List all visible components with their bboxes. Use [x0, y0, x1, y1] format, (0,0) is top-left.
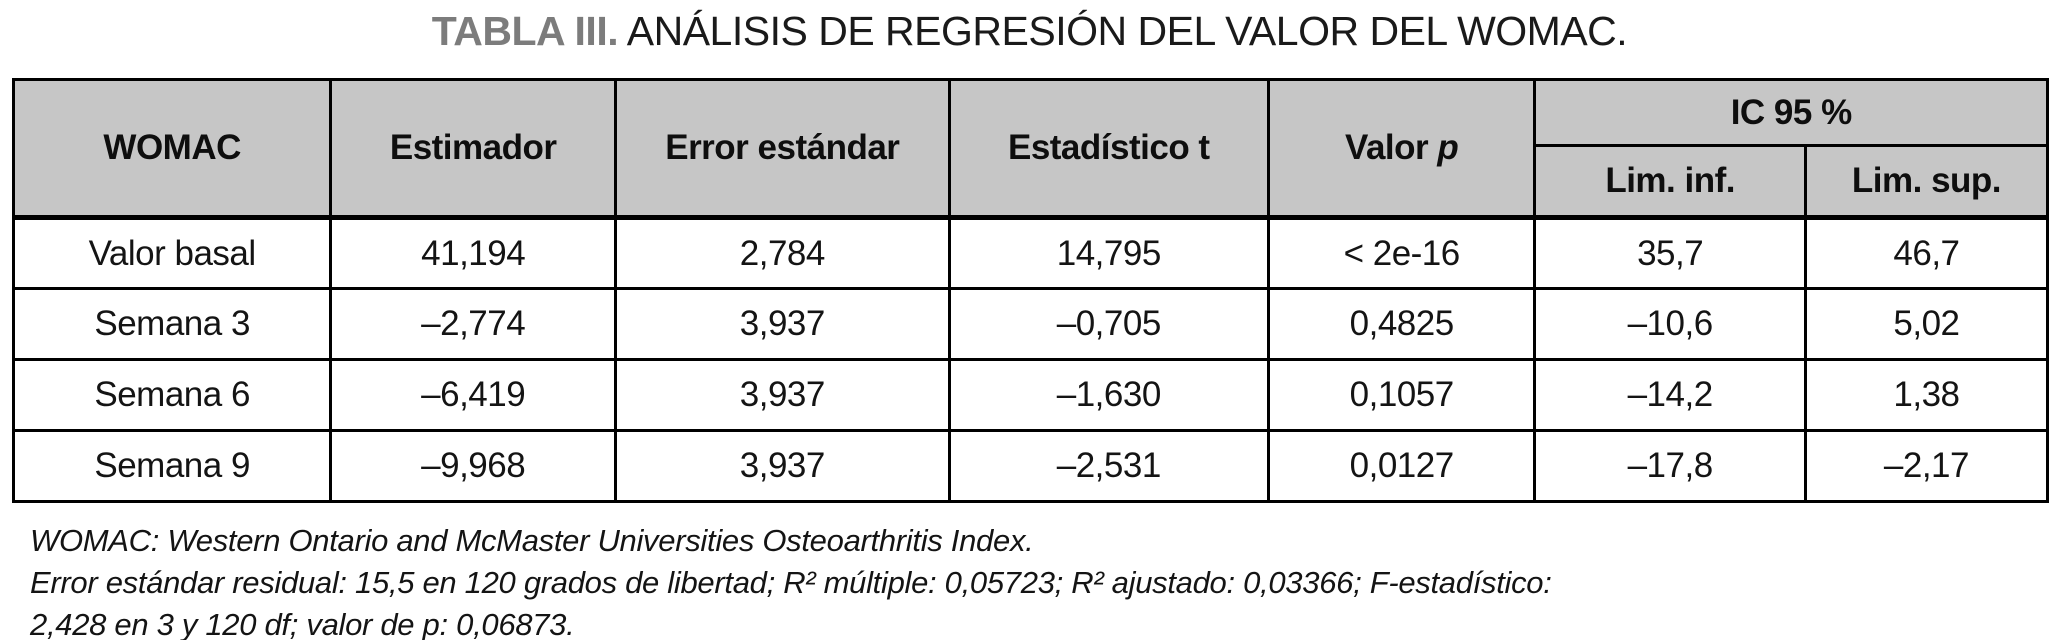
table-caption: TABLA III. ANÁLISIS DE REGRESIÓN DEL VAL…	[0, 8, 2059, 55]
table-row-semana-3: Semana 3 –2,774 3,937 –0,705 0,4825 –10,…	[11, 287, 2050, 361]
col-header-estadistico-t: Estadístico t	[947, 78, 1270, 220]
cell-lim-inf: –10,6	[1533, 287, 1807, 361]
cell-lim-inf: –17,8	[1533, 429, 1807, 503]
footnote-stats-line2: 2,428 en 3 y 120 df; valor de p: 0,06873…	[30, 607, 575, 640]
footnote-womac-definition: WOMAC: Western Ontario and McMaster Univ…	[30, 523, 1034, 558]
col-header-lim-inf: Lim. inf.	[1533, 144, 1807, 220]
col-header-ic95: IC 95 %	[1533, 78, 2049, 147]
cell-estadistico-t: –1,630	[947, 358, 1270, 432]
regression-table: WOMAC Estimador Error estándar Estadísti…	[11, 78, 2050, 503]
row-label: Valor basal	[11, 216, 333, 290]
cell-lim-sup: 1,38	[1803, 358, 2050, 432]
cell-error-estandar: 3,937	[614, 358, 951, 432]
col-header-error-estandar: Error estándar	[614, 78, 951, 220]
cell-estimador: –6,419	[329, 358, 618, 432]
cell-valor-p: < 2e-16	[1266, 216, 1537, 290]
cell-valor-p: 0,4825	[1266, 287, 1537, 361]
col-header-valor-p: Valor p	[1266, 78, 1537, 220]
valor-p-italic: p	[1437, 128, 1459, 167]
cell-lim-inf: –14,2	[1533, 358, 1807, 432]
table-header: WOMAC Estimador Error estándar Estadísti…	[11, 78, 2050, 220]
row-label: Semana 6	[11, 358, 333, 432]
table-row-valor-basal: Valor basal 41,194 2,784 14,795 < 2e-16 …	[11, 216, 2050, 290]
cell-lim-sup: 46,7	[1803, 216, 2050, 290]
cell-error-estandar: 2,784	[614, 216, 951, 290]
cell-valor-p: 0,0127	[1266, 429, 1537, 503]
col-header-lim-sup: Lim. sup.	[1803, 144, 2050, 220]
table-caption-text: ANÁLISIS DE REGRESIÓN DEL VALOR DEL WOMA…	[618, 8, 1628, 54]
cell-estimador: –2,774	[329, 287, 618, 361]
cell-estimador: 41,194	[329, 216, 618, 290]
cell-error-estandar: 3,937	[614, 287, 951, 361]
cell-lim-sup: 5,02	[1803, 287, 2050, 361]
cell-estimador: –9,968	[329, 429, 618, 503]
table-body: Valor basal 41,194 2,784 14,795 < 2e-16 …	[11, 216, 2050, 503]
cell-estadistico-t: –0,705	[947, 287, 1270, 361]
table-row-semana-6: Semana 6 –6,419 3,937 –1,630 0,1057 –14,…	[11, 358, 2050, 432]
cell-valor-p: 0,1057	[1266, 358, 1537, 432]
cell-error-estandar: 3,937	[614, 429, 951, 503]
cell-lim-sup: –2,17	[1803, 429, 2050, 503]
footnote-stats-line1: Error estándar residual: 15,5 en 120 gra…	[30, 565, 1552, 600]
col-header-estimador: Estimador	[329, 78, 618, 220]
cell-estadistico-t: –2,531	[947, 429, 1270, 503]
row-label: Semana 9	[11, 429, 333, 503]
table-caption-number: TABLA III.	[431, 8, 619, 54]
cell-estadistico-t: 14,795	[947, 216, 1270, 290]
table-row-semana-9: Semana 9 –9,968 3,937 –2,531 0,0127 –17,…	[11, 429, 2050, 503]
row-label: Semana 3	[11, 287, 333, 361]
col-header-womac: WOMAC	[11, 78, 333, 220]
cell-lim-inf: 35,7	[1533, 216, 1807, 290]
valor-label: Valor	[1345, 128, 1438, 167]
table-footnotes: WOMAC: Western Ontario and McMaster Univ…	[30, 520, 2030, 640]
